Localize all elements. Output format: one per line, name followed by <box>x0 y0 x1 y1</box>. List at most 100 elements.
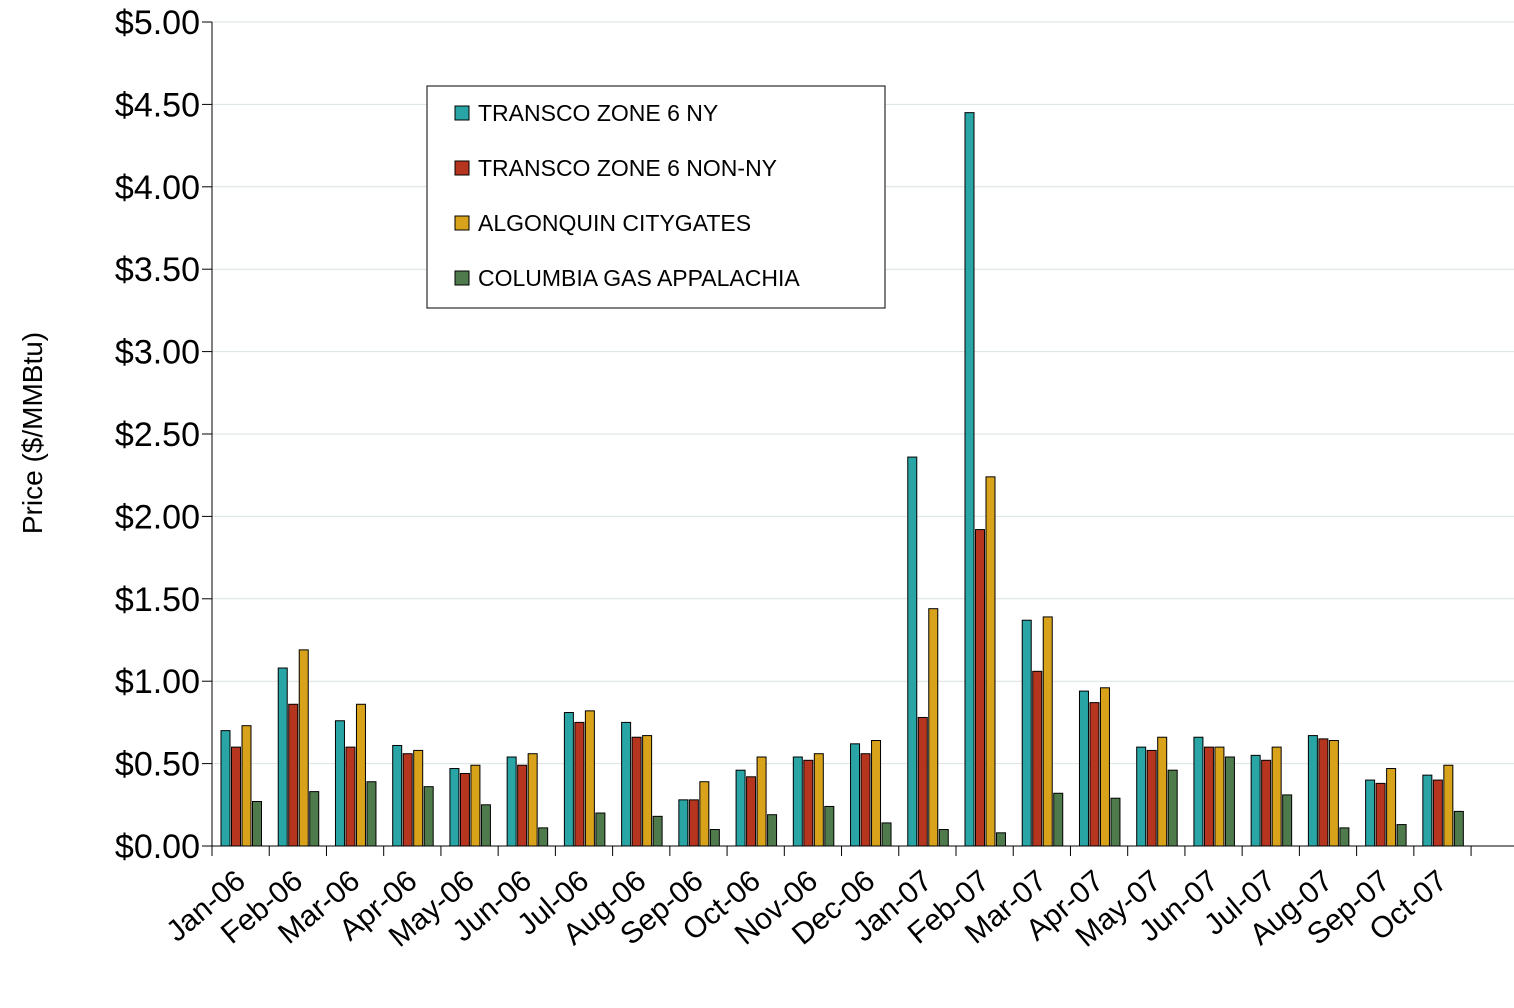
y-tick-label: $3.00 <box>115 334 200 372</box>
bar <box>506 756 517 847</box>
bar <box>1339 827 1350 847</box>
bar <box>1146 749 1157 847</box>
bar <box>735 769 746 847</box>
bar <box>642 735 653 847</box>
bar <box>355 703 366 847</box>
bar <box>1078 690 1089 847</box>
bar <box>1432 779 1443 847</box>
bar <box>1089 702 1100 847</box>
bar <box>595 812 606 847</box>
legend-label: TRANSCO ZONE 6 NY <box>478 100 718 126</box>
bar <box>1214 746 1225 847</box>
bar <box>1422 774 1433 847</box>
bar <box>975 529 985 847</box>
bar <box>220 730 231 847</box>
bar <box>1110 797 1121 847</box>
bar <box>1099 687 1110 847</box>
legend: TRANSCO ZONE 6 NY TRANSCO ZONE 6 NON-NY AL… <box>426 85 886 309</box>
bar <box>1053 792 1064 847</box>
bars <box>220 112 1464 847</box>
bar <box>860 753 871 847</box>
bar <box>1032 670 1043 847</box>
bar <box>563 712 574 847</box>
bar <box>241 725 252 847</box>
bar <box>252 801 262 847</box>
bar <box>1261 759 1272 847</box>
bar <box>584 710 595 847</box>
bar <box>621 721 632 847</box>
bar <box>756 756 767 847</box>
y-tick-label: $1.50 <box>115 581 200 619</box>
bar <box>1042 616 1053 847</box>
bar <box>288 703 299 847</box>
bar <box>1203 746 1214 847</box>
bar <box>392 744 403 847</box>
bar <box>871 740 882 847</box>
bar <box>517 764 528 847</box>
bar <box>345 746 356 847</box>
bar <box>277 667 288 847</box>
bar <box>1318 738 1329 847</box>
legend-label: COLUMBIA GAS APPALACHIA <box>478 265 800 291</box>
y-tick-label: $5.00 <box>115 4 200 42</box>
bar <box>1136 746 1147 847</box>
bar <box>746 776 757 847</box>
bar <box>928 608 939 847</box>
bar <box>985 476 996 847</box>
bar <box>1453 810 1464 847</box>
y-tick-label: $2.00 <box>115 498 200 536</box>
y-tick-labels: $0.00 $0.50 $1.00 $1.50 $2.00 $2.50 $3.00 $3.50… <box>115 4 200 866</box>
legend-box <box>426 85 886 309</box>
bar <box>1157 736 1168 847</box>
bar <box>527 753 538 847</box>
y-tick-label: $4.00 <box>115 169 200 207</box>
y-tick-label: $2.50 <box>115 416 200 454</box>
bar <box>964 112 975 847</box>
y-tick-label: $4.50 <box>115 86 200 124</box>
bar <box>309 791 320 847</box>
bar <box>574 721 585 847</box>
bar <box>813 753 824 847</box>
bar <box>1167 769 1178 847</box>
bar <box>366 781 377 847</box>
y-tick-label: $1.00 <box>115 663 200 701</box>
bar <box>850 743 861 847</box>
x-tick-labels: Jan-06Feb-06Mar-06Apr-06May-06Jun-06Jul-… <box>160 864 1453 954</box>
bar <box>231 746 241 847</box>
bar <box>792 756 803 847</box>
bar <box>1271 746 1282 847</box>
bar <box>1396 824 1407 847</box>
bar <box>938 829 949 847</box>
bar <box>449 768 460 847</box>
bar <box>1365 779 1376 847</box>
bar <box>1250 754 1261 847</box>
bar <box>334 720 345 847</box>
bar <box>402 753 413 847</box>
legend-swatch <box>454 105 470 121</box>
legend-swatch <box>454 270 470 286</box>
y-axis-title: Price ($/MMBtu) <box>17 332 48 534</box>
bar <box>1282 794 1293 847</box>
bar <box>413 749 424 847</box>
bar <box>1224 756 1235 847</box>
legend-swatch <box>454 215 470 231</box>
bar <box>1193 736 1204 847</box>
bar <box>423 786 434 847</box>
bar <box>803 759 814 847</box>
bar <box>459 772 470 847</box>
legend-label: TRANSCO ZONE 6 NON-NY <box>478 155 777 181</box>
bar <box>699 781 710 847</box>
y-tick-label: $0.00 <box>115 828 200 866</box>
bar <box>1307 735 1318 847</box>
y-tick-label: $0.50 <box>115 746 200 784</box>
legend-label: ALGONQUIN CITYGATES <box>478 210 751 236</box>
bar <box>767 814 778 847</box>
bar <box>1375 782 1386 847</box>
bar <box>824 805 835 847</box>
bar <box>881 822 892 847</box>
bar <box>996 832 1006 847</box>
bar <box>917 716 928 847</box>
bar <box>688 799 699 847</box>
bar <box>1328 740 1339 847</box>
bar <box>298 649 309 847</box>
